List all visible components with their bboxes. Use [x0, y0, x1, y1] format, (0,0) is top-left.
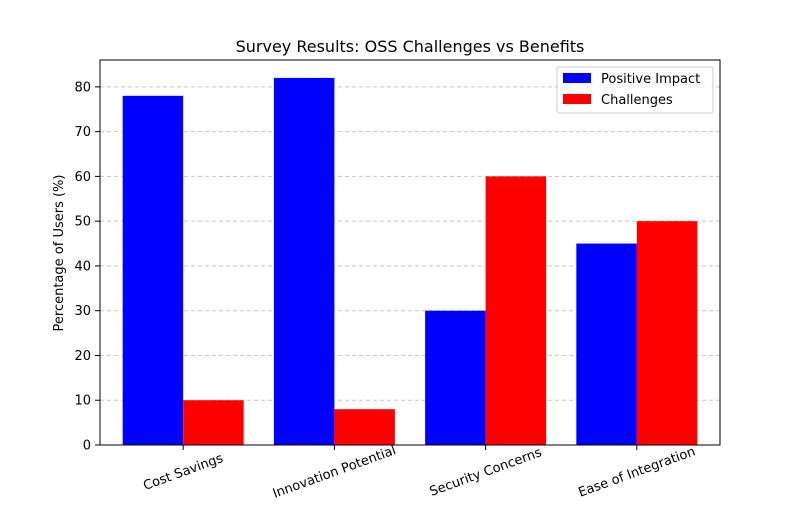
legend-swatch: [563, 73, 591, 83]
y-tick-label: 60: [74, 170, 91, 185]
y-tick-label: 30: [74, 304, 91, 319]
chart-title: Survey Results: OSS Challenges vs Benefi…: [236, 37, 585, 56]
bar: [576, 243, 637, 445]
x-tick-label: Cost Savings: [141, 451, 225, 494]
y-tick-label: 70: [74, 125, 91, 140]
legend-label: Challenges: [601, 93, 673, 108]
x-tick-label: Innovation Potential: [271, 443, 398, 500]
y-tick-label: 0: [83, 439, 91, 454]
y-tick-label: 20: [74, 349, 91, 364]
bar: [183, 400, 244, 445]
legend-swatch: [563, 94, 591, 104]
x-tick-label: Security Concerns: [428, 445, 544, 500]
y-axis-label: Percentage of Users (%): [52, 175, 67, 332]
legend: Positive Impact Challenges: [556, 66, 714, 114]
legend-label: Positive Impact: [601, 72, 700, 87]
plot-frame: [99, 59, 721, 446]
bar: [273, 77, 335, 445]
y-tick-label: 80: [74, 80, 91, 95]
y-tick-label: 10: [74, 394, 91, 409]
bars: [122, 77, 698, 445]
bar: [122, 95, 184, 445]
x-axis: Cost Savings Innovation Potential Security…: [141, 443, 697, 500]
y-tick-label: 40: [74, 259, 91, 274]
bar: [485, 176, 547, 445]
y-tick-label: 50: [74, 215, 91, 230]
x-tick-label: Ease of Integration: [576, 444, 697, 500]
bar: [425, 310, 486, 445]
grid-lines: [100, 86, 720, 401]
bar: [636, 221, 698, 445]
y-axis: 0 10 20 30 40 50 60 70 80: [74, 80, 100, 454]
bar: [334, 409, 395, 445]
legend-box: [556, 66, 714, 114]
